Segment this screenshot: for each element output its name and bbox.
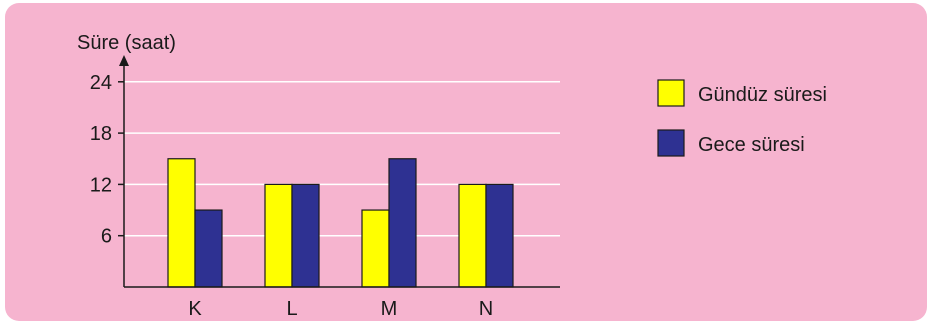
legend-label: Gece süresi [698, 134, 805, 156]
bar-M-gunduz [361, 209, 390, 288]
y-tick-labels: 6 12 18 24 [90, 72, 112, 248]
bars [167, 158, 514, 288]
bar-K-gunduz [167, 158, 196, 288]
x-tick-label: N [479, 298, 493, 320]
x-tick-label: K [188, 298, 202, 320]
x-tick-label: L [286, 298, 297, 320]
y-axis-title: Süre (saat) [77, 32, 176, 54]
legend-swatch [657, 129, 685, 157]
axes [119, 55, 560, 288]
bar-M-gece [388, 158, 417, 288]
x-tick-labels: K L M N [188, 298, 493, 320]
y-tick-label: 6 [101, 226, 112, 248]
legend-swatch [657, 79, 685, 107]
bar-K-gece [194, 209, 223, 288]
y-tick-label: 24 [90, 72, 112, 94]
bar-L-gunduz [264, 183, 293, 288]
legend: Gündüz süresi Gece süresi [657, 79, 827, 157]
y-tick-label: 18 [90, 123, 112, 145]
x-tick-label: M [381, 298, 398, 320]
bar-L-gece [291, 183, 320, 288]
legend-label: Gündüz süresi [698, 84, 827, 106]
bar-N-gece [485, 183, 514, 288]
bar-N-gunduz [458, 183, 487, 288]
y-tick-label: 12 [90, 174, 112, 196]
y-axis-arrow [119, 55, 129, 66]
